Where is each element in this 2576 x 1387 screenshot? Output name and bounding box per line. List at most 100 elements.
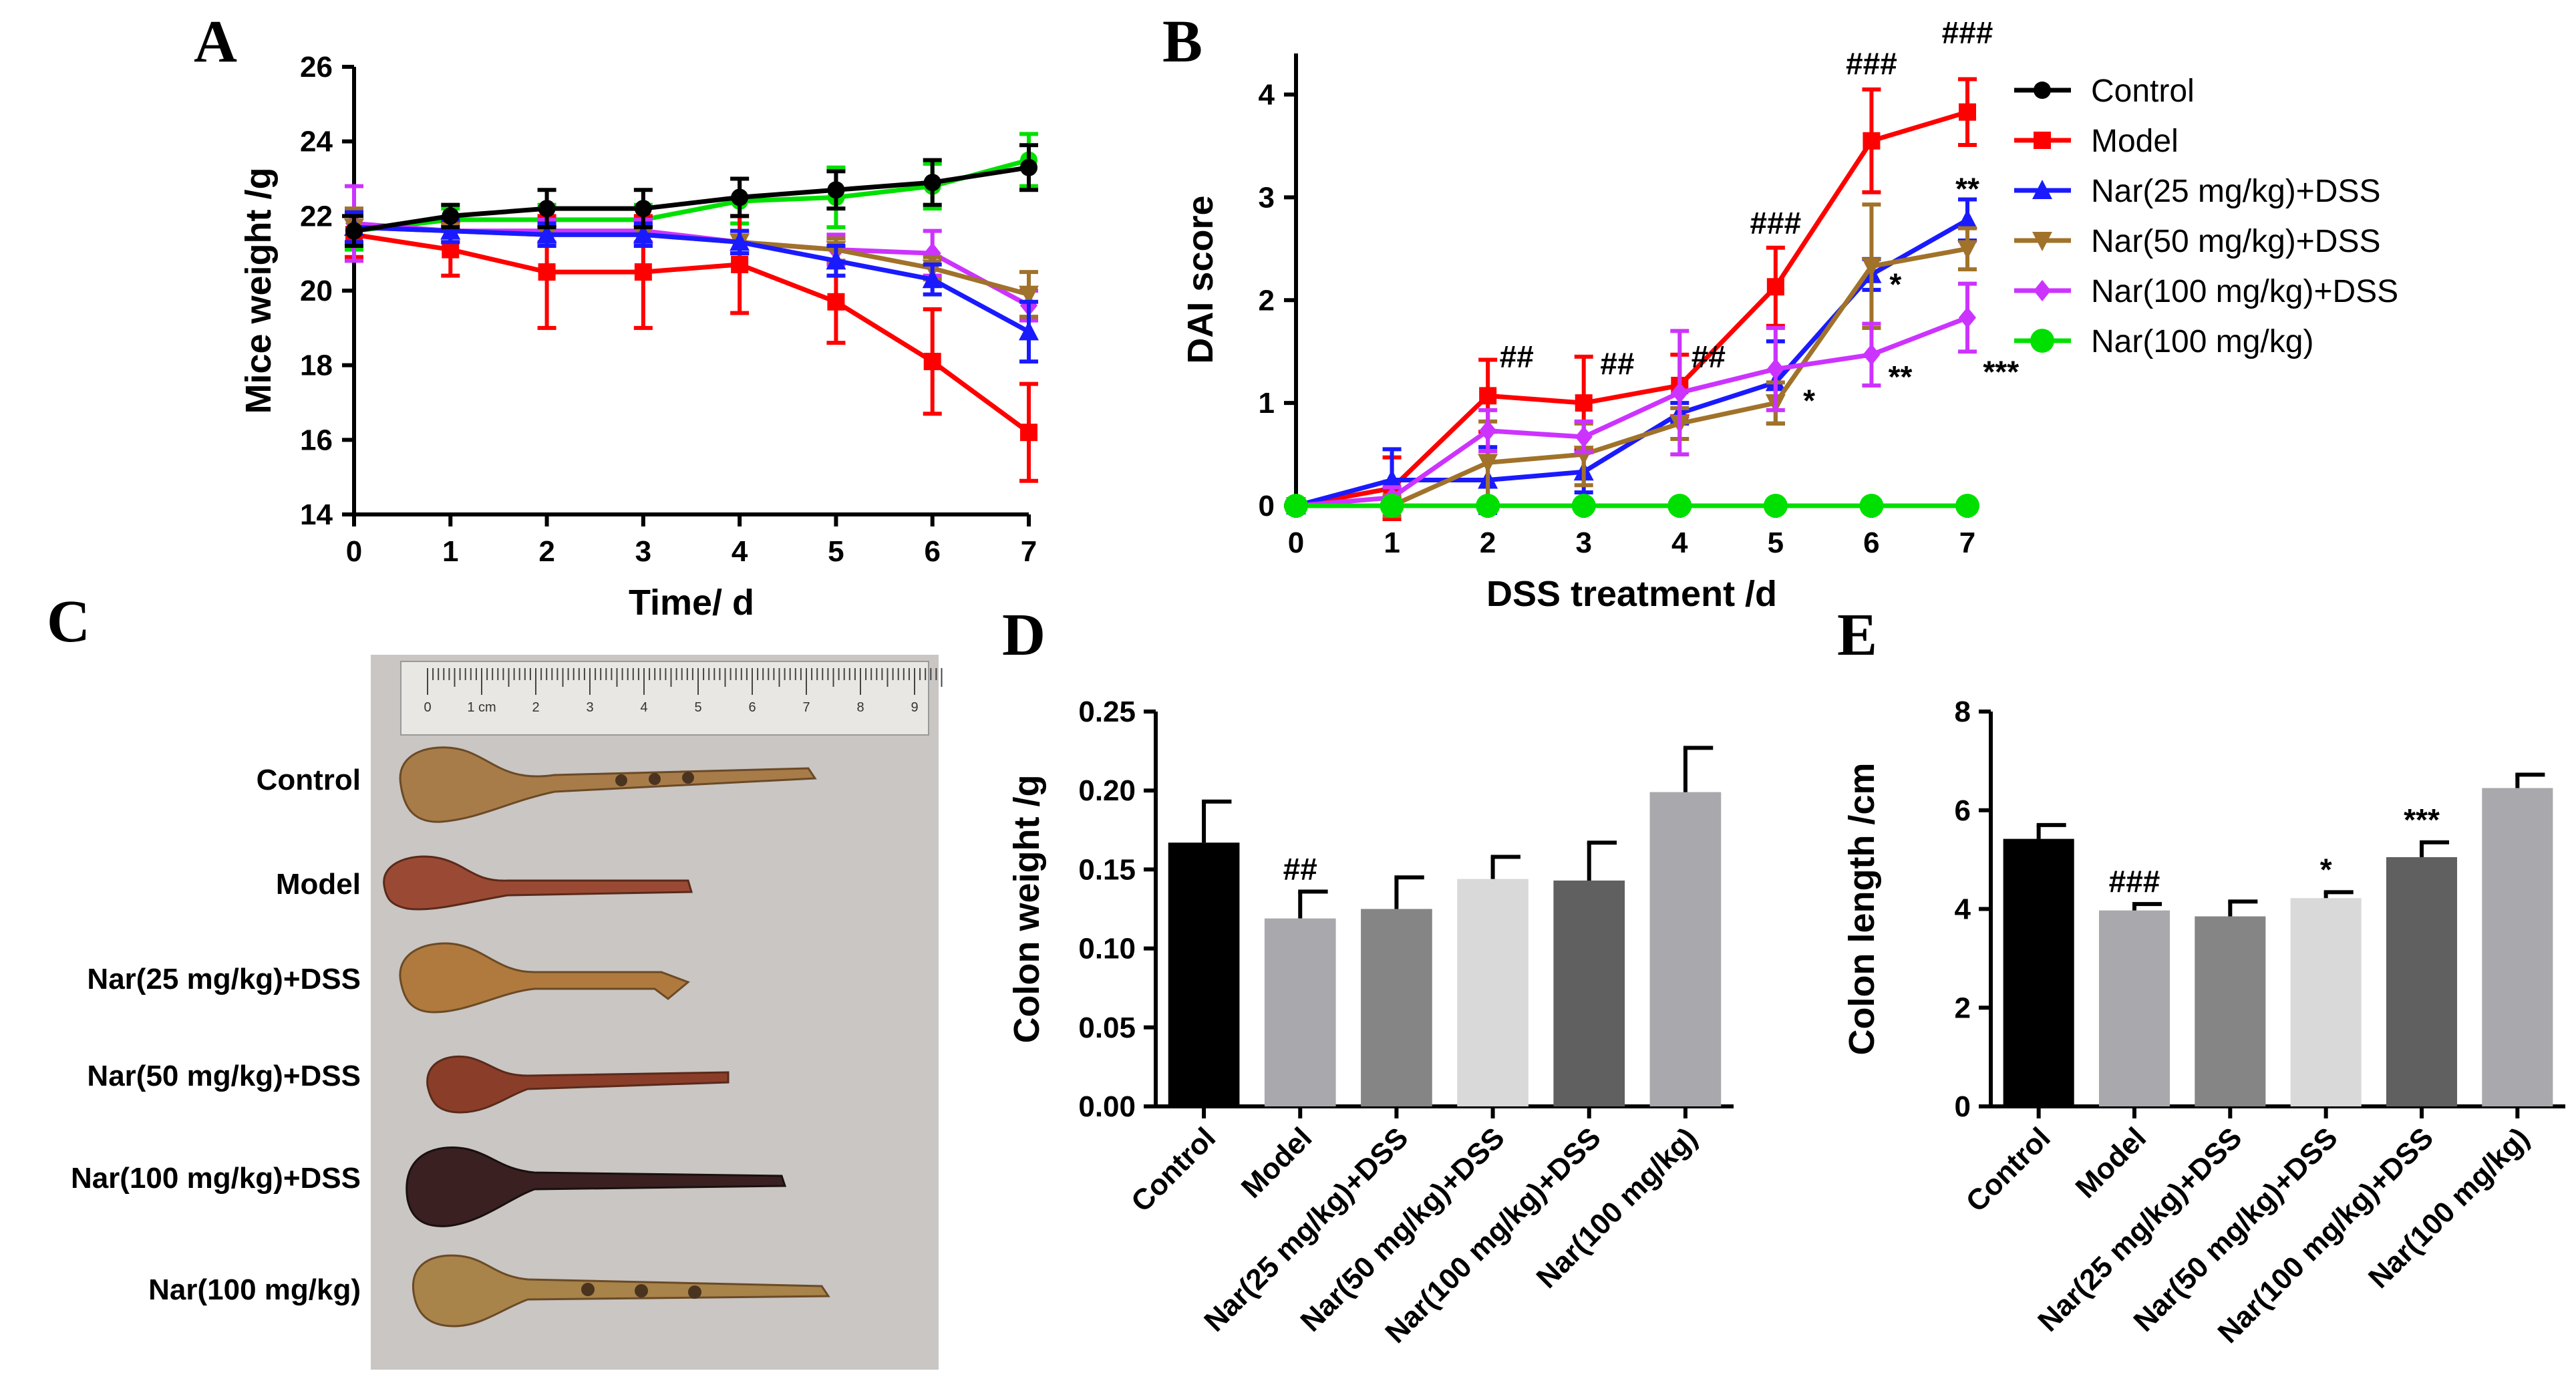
y-tick-label: 8 xyxy=(1955,696,1971,728)
photo-labels: Control Model Nar(25 mg/kg)+DSS Nar(50 mg/k… xyxy=(71,764,361,1306)
x-tick-label: 7 xyxy=(1959,526,1975,559)
legend-marker xyxy=(2034,82,2051,99)
panel-letter-b: B xyxy=(1162,9,1202,75)
y-tick-label: 22 xyxy=(300,200,333,233)
y-tick-label: 3 xyxy=(1259,181,1275,214)
significance-label: ### xyxy=(2109,864,2160,899)
series-line xyxy=(353,232,1031,434)
y-tick-label: 18 xyxy=(300,349,333,382)
data-point xyxy=(922,269,943,289)
x-tick-label: 0 xyxy=(1288,526,1304,559)
ruler-label: 3 xyxy=(586,700,593,715)
data-point xyxy=(731,188,749,206)
legend-marker xyxy=(2034,132,2051,149)
bar xyxy=(1649,792,1722,1106)
chart-a-mice-weight: 0 1 2 3 4 5 6 7 14 16 18 20 22 24 26 Time/ d Mice weight… xyxy=(238,51,1039,623)
legend-label: Nar(100 mg/kg)+DSS xyxy=(2091,274,2398,309)
data-point xyxy=(923,353,941,371)
y-tick-label: 0 xyxy=(1955,1090,1971,1123)
data-point xyxy=(538,200,556,218)
data-point xyxy=(1479,387,1497,405)
x-tick-label: 5 xyxy=(828,535,844,568)
series-line xyxy=(353,158,1029,234)
data-point xyxy=(1575,394,1593,412)
data-point xyxy=(1766,278,1784,296)
x-tick-label: 7 xyxy=(1021,535,1037,568)
data-point xyxy=(634,263,652,281)
data-point xyxy=(1955,494,1979,518)
significance-label: * xyxy=(1803,383,1815,418)
panel-letter-d: D xyxy=(1002,602,1045,668)
data-point xyxy=(1957,209,1977,229)
data-point xyxy=(1019,321,1039,341)
series-control xyxy=(345,143,1038,248)
significance-label: ### xyxy=(1942,15,1993,50)
y-tick-label: 2 xyxy=(1955,991,1971,1024)
x-tick-label: Control xyxy=(1959,1121,2056,1218)
x-tick-label: 3 xyxy=(1575,526,1591,559)
ruler-label: 5 xyxy=(694,700,701,715)
legend-item-model: Model xyxy=(2014,124,2179,159)
data-point xyxy=(1575,426,1593,448)
y-tick-label: 0.10 xyxy=(1078,933,1136,965)
x-tick-label: 4 xyxy=(1671,526,1688,559)
legend: Control Model Nar(25 mg/kg)+DSS Nar(50 mg/k… xyxy=(2014,73,2398,359)
significance-label: ## xyxy=(1283,851,1317,886)
bar-group: Control xyxy=(1125,799,1240,1219)
data-point xyxy=(826,250,846,270)
data-point xyxy=(827,293,845,311)
bar xyxy=(2003,838,2074,1106)
series-nar100 xyxy=(1284,494,1979,518)
legend-item-nar100dss: Nar(100 mg/kg)+DSS xyxy=(2014,274,2398,309)
ruler-label: 0 xyxy=(424,700,431,715)
data-point xyxy=(633,224,653,244)
significance-label: ### xyxy=(1750,205,1801,240)
photo-label: Nar(100 mg/kg) xyxy=(148,1273,361,1306)
series-line xyxy=(353,165,1029,234)
colon-sample-model xyxy=(383,855,693,911)
y-tick-label: 0.05 xyxy=(1078,1012,1136,1044)
x-tick-label: 5 xyxy=(1768,526,1784,559)
y-tick-label: 26 xyxy=(300,51,333,84)
legend-label: Control xyxy=(2091,73,2195,109)
legend-item-control: Control xyxy=(2014,73,2195,109)
bar xyxy=(1361,909,1432,1106)
x-tick-label: 2 xyxy=(538,535,554,568)
y-tick-label: 0.20 xyxy=(1078,774,1136,807)
x-tick-label: 6 xyxy=(1863,526,1879,559)
bar xyxy=(2098,910,2170,1106)
colon-sample-nar25 xyxy=(399,942,690,1014)
ruler-label: 1 cm xyxy=(467,700,496,715)
y-tick-label: 6 xyxy=(1955,794,1971,827)
x-tick-label: 6 xyxy=(924,535,940,568)
significance-label: * xyxy=(2320,852,2332,887)
y-tick-label: 20 xyxy=(300,275,333,307)
x-tick-label: 0 xyxy=(346,535,362,568)
x-tick-label: Model xyxy=(1235,1121,1319,1205)
data-point xyxy=(1863,132,1881,150)
data-point xyxy=(345,222,363,240)
legend-label: Nar(50 mg/kg)+DSS xyxy=(2091,224,2380,259)
data-point xyxy=(923,174,941,192)
data-point xyxy=(1859,494,1884,518)
y-tick-label: 4 xyxy=(1259,79,1275,112)
data-point xyxy=(1019,285,1039,305)
photo-label: Control xyxy=(257,764,361,796)
bar-group: Control xyxy=(1959,822,2074,1219)
panel-letter-c: C xyxy=(47,589,90,655)
y-tick-label: 24 xyxy=(300,126,333,158)
y-tick-label: 14 xyxy=(300,498,333,531)
photo-label: Nar(25 mg/kg)+DSS xyxy=(87,963,361,995)
x-tick-label: 4 xyxy=(732,535,748,568)
photo-label: Model xyxy=(276,868,361,901)
legend-marker xyxy=(2034,280,2051,301)
data-point xyxy=(1380,494,1404,518)
ruler-labels: 0 1 cm 2 3 4 5 6 7 8 9 xyxy=(424,700,918,715)
data-point xyxy=(536,224,557,244)
bar xyxy=(1553,880,1625,1106)
x-tick-label: Nar(100 mg/kg) xyxy=(2362,1121,2535,1294)
x-tick-label: 1 xyxy=(442,535,458,568)
significance-label: ** xyxy=(1889,359,1913,394)
colon-sample-control xyxy=(399,746,817,823)
data-point xyxy=(1957,240,1977,260)
